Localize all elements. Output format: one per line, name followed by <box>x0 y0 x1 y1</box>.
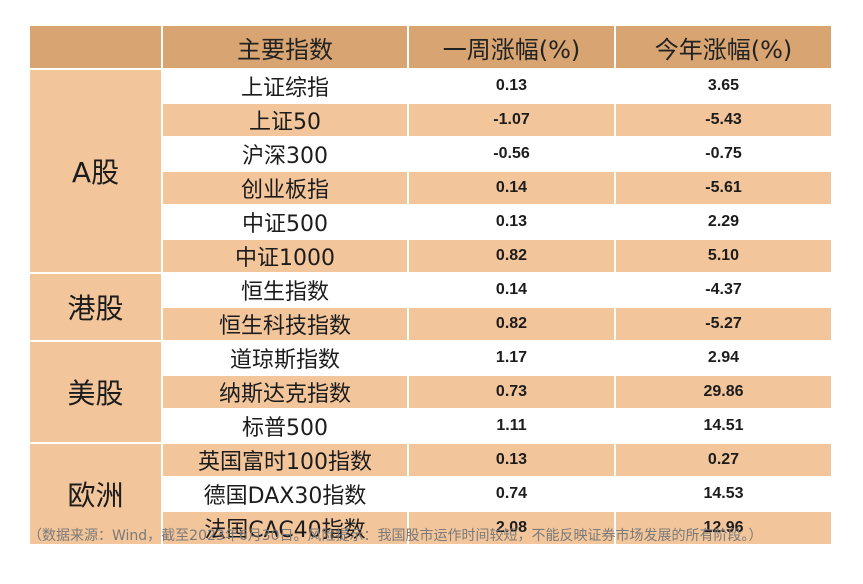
ytd-change-value: 3.65 <box>616 70 831 102</box>
table-row: 上证50 -1.07 -5.43 <box>30 104 831 136</box>
header-ytd-change: 今年涨幅(%) <box>616 26 831 68</box>
index-name: 恒生指数 <box>163 274 407 306</box>
index-name: 道琼斯指数 <box>163 342 407 374</box>
table-row: 港股 恒生指数 0.14 -4.37 <box>30 274 831 340</box>
index-name: 中证1000 <box>163 240 407 272</box>
table-row: 中证500 0.13 2.29 <box>30 206 831 238</box>
week-change-value: 0.13 <box>409 70 614 102</box>
week-change-value: 0.14 <box>409 274 614 306</box>
ytd-change-value: 12.96 <box>616 512 831 544</box>
week-change-value: 0.82 <box>409 240 614 272</box>
ytd-change-value: -5.27 <box>616 308 831 340</box>
week-change-value: 0.14 <box>409 172 614 204</box>
ytd-change-value: -5.61 <box>616 172 831 204</box>
index-performance-panel: 主要指数 一周涨幅(%) 今年涨幅(%) A股 上证综指 0.13 3.65 上… <box>28 24 833 546</box>
table-row: 标普500 1.11 14.51 <box>30 410 831 442</box>
ytd-change-value: 2.29 <box>616 206 831 238</box>
ytd-change-value: 2.94 <box>616 342 831 374</box>
header-week-change: 一周涨幅(%) <box>409 26 614 68</box>
header-region-cell <box>30 26 161 68</box>
week-change-value: 1.11 <box>409 410 614 442</box>
ytd-change-value: -5.43 <box>616 104 831 136</box>
ytd-change-value: 14.53 <box>616 478 831 510</box>
index-name: 上证综指 <box>163 70 407 102</box>
index-name: 中证500 <box>163 206 407 238</box>
table-row: 法国CAC40指数 2.08 12.96 <box>30 512 831 544</box>
ytd-change-value: 5.10 <box>616 240 831 272</box>
week-change-value: 2.08 <box>409 512 614 544</box>
index-name: 沪深300 <box>163 138 407 170</box>
index-name: 英国富时100指数 <box>163 444 407 476</box>
week-change-value: 0.82 <box>409 308 614 340</box>
index-performance-table: 主要指数 一周涨幅(%) 今年涨幅(%) A股 上证综指 0.13 3.65 上… <box>28 24 833 546</box>
index-name: 法国CAC40指数 <box>163 512 407 544</box>
region-label-a-share: A股 <box>30 70 161 272</box>
index-name: 创业板指 <box>163 172 407 204</box>
table-header-row: 主要指数 一周涨幅(%) 今年涨幅(%) <box>30 26 831 68</box>
week-change-value: 0.13 <box>409 444 614 476</box>
table-row: 德国DAX30指数 0.74 14.53 <box>30 478 831 510</box>
table-row: 欧洲 英国富时100指数 0.13 0.27 <box>30 444 831 544</box>
table-row: A股 上证综指 0.13 3.65 <box>30 70 831 272</box>
data-source-footnote: （数据来源：Wind，截至2023年6月30日。风险提示：我国股市运作时间较短，… <box>28 528 763 544</box>
table-row: 纳斯达克指数 0.73 29.86 <box>30 376 831 408</box>
ytd-change-value: 14.51 <box>616 410 831 442</box>
index-name: 标普500 <box>163 410 407 442</box>
table-row: 恒生科技指数 0.82 -5.27 <box>30 308 831 340</box>
ytd-change-value: 0.27 <box>616 444 831 476</box>
table-row: 沪深300 -0.56 -0.75 <box>30 138 831 170</box>
ytd-change-value: 29.86 <box>616 376 831 408</box>
region-label-europe: 欧洲 <box>30 444 161 544</box>
ytd-change-value: -4.37 <box>616 274 831 306</box>
week-change-value: 0.13 <box>409 206 614 238</box>
index-name: 纳斯达克指数 <box>163 376 407 408</box>
region-label-us: 美股 <box>30 342 161 442</box>
week-change-value: -0.56 <box>409 138 614 170</box>
table-row: 中证1000 0.82 5.10 <box>30 240 831 272</box>
header-index-name: 主要指数 <box>163 26 407 68</box>
ytd-change-value: -0.75 <box>616 138 831 170</box>
index-name: 恒生科技指数 <box>163 308 407 340</box>
week-change-value: 0.73 <box>409 376 614 408</box>
week-change-value: 1.17 <box>409 342 614 374</box>
table-row: 创业板指 0.14 -5.61 <box>30 172 831 204</box>
region-label-hk: 港股 <box>30 274 161 340</box>
index-name: 德国DAX30指数 <box>163 478 407 510</box>
week-change-value: -1.07 <box>409 104 614 136</box>
index-name: 上证50 <box>163 104 407 136</box>
table-row: 美股 道琼斯指数 1.17 2.94 <box>30 342 831 442</box>
week-change-value: 0.74 <box>409 478 614 510</box>
